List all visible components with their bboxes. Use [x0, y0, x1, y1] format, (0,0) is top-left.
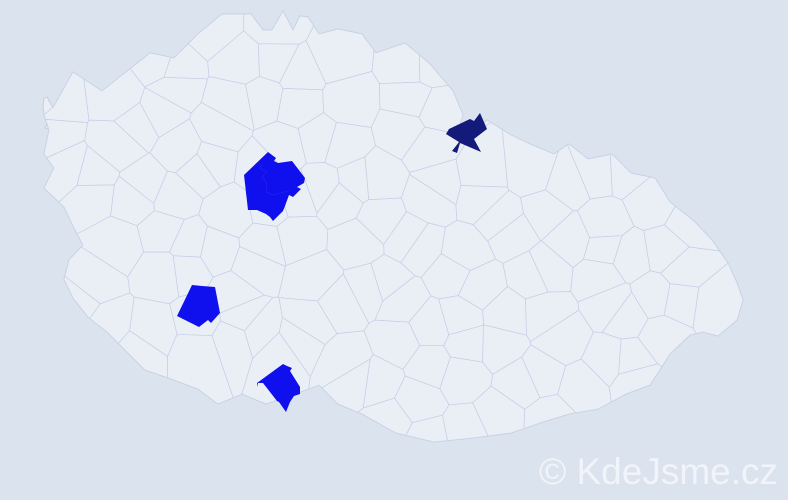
svg-text:© KdeJsme.cz: © KdeJsme.cz [539, 451, 778, 492]
